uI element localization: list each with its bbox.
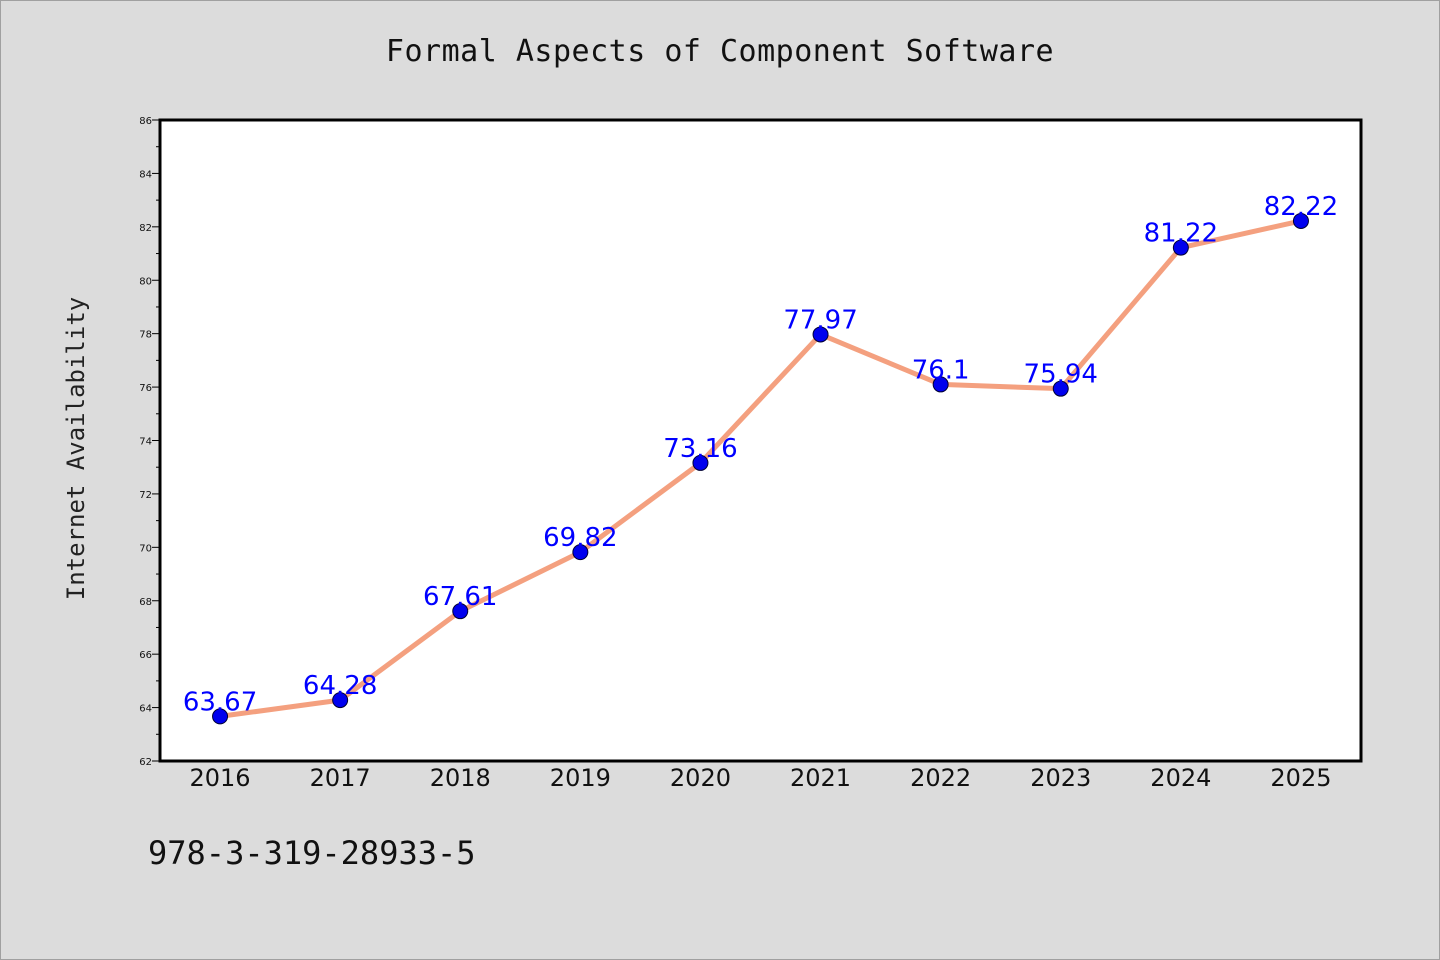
x-tick-label: 2016 [190, 764, 251, 792]
y-tick-label: 72 [139, 490, 152, 501]
footer-code: 978-3-319-28933-5 [148, 834, 476, 872]
data-point [932, 376, 949, 393]
data-label: 81.22 [1144, 219, 1218, 249]
data-label: 77.97 [783, 305, 857, 335]
y-tick-label: 82 [139, 223, 152, 234]
data-label: 63.67 [183, 687, 257, 717]
y-tick-label: 68 [139, 597, 152, 608]
series-layer [212, 212, 1309, 725]
x-tick-label: 2025 [1270, 764, 1331, 792]
x-tick-label: 2024 [1150, 764, 1211, 792]
y-tick-label: 86 [139, 116, 152, 127]
x-tick-label: 2020 [670, 764, 731, 792]
x-tick-label: 2022 [910, 764, 971, 792]
data-point [812, 326, 829, 343]
plot-area [158, 118, 1363, 763]
x-tick-label: 2017 [310, 764, 371, 792]
data-point [1292, 212, 1309, 229]
data-label: 64.28 [303, 671, 377, 701]
data-point [572, 544, 589, 561]
data-label: 73.16 [663, 434, 737, 464]
y-tick-label: 66 [139, 650, 152, 661]
data-point [1172, 239, 1189, 256]
data-label: 82.22 [1264, 192, 1338, 222]
y-tick-label: 62 [139, 757, 152, 768]
data-point [1052, 380, 1069, 397]
x-tick-label: 2021 [790, 764, 851, 792]
data-point [212, 708, 229, 725]
x-tick-label: 2023 [1030, 764, 1091, 792]
y-tick-label: 70 [139, 543, 152, 554]
data-point [692, 454, 709, 471]
y-tick-label: 64 [139, 704, 152, 715]
x-axis: 2016 2017 2018 2019 2020 2021 2022 2023 2024 2025 [190, 764, 1332, 792]
x-tick-label: 2019 [550, 764, 611, 792]
y-tick-label: 76 [139, 383, 152, 394]
data-label: 75.94 [1024, 360, 1098, 390]
data-point [332, 692, 349, 709]
series-line [217, 218, 1304, 719]
data-label: 69.82 [543, 523, 617, 553]
y-tick-label: 84 [139, 169, 152, 180]
y-tick-label: 80 [139, 276, 152, 287]
data-label-layer: 63.67 64.28 67.61 69.82 73.16 77.97 76.1 75.94 8… [183, 192, 1338, 717]
data-point [452, 603, 469, 620]
data-label: 76.1 [912, 355, 970, 385]
y-axis-label: Internet Availability [62, 297, 90, 600]
data-label: 67.61 [423, 582, 497, 612]
y-axis: 62 64 66 68 70 72 74 76 78 80 82 84 86 [139, 116, 160, 768]
x-tick-label: 2018 [430, 764, 491, 792]
y-tick-label: 74 [139, 437, 152, 448]
chart-title: Formal Aspects of Component Software [385, 34, 1055, 69]
y-tick-label: 78 [139, 330, 152, 341]
